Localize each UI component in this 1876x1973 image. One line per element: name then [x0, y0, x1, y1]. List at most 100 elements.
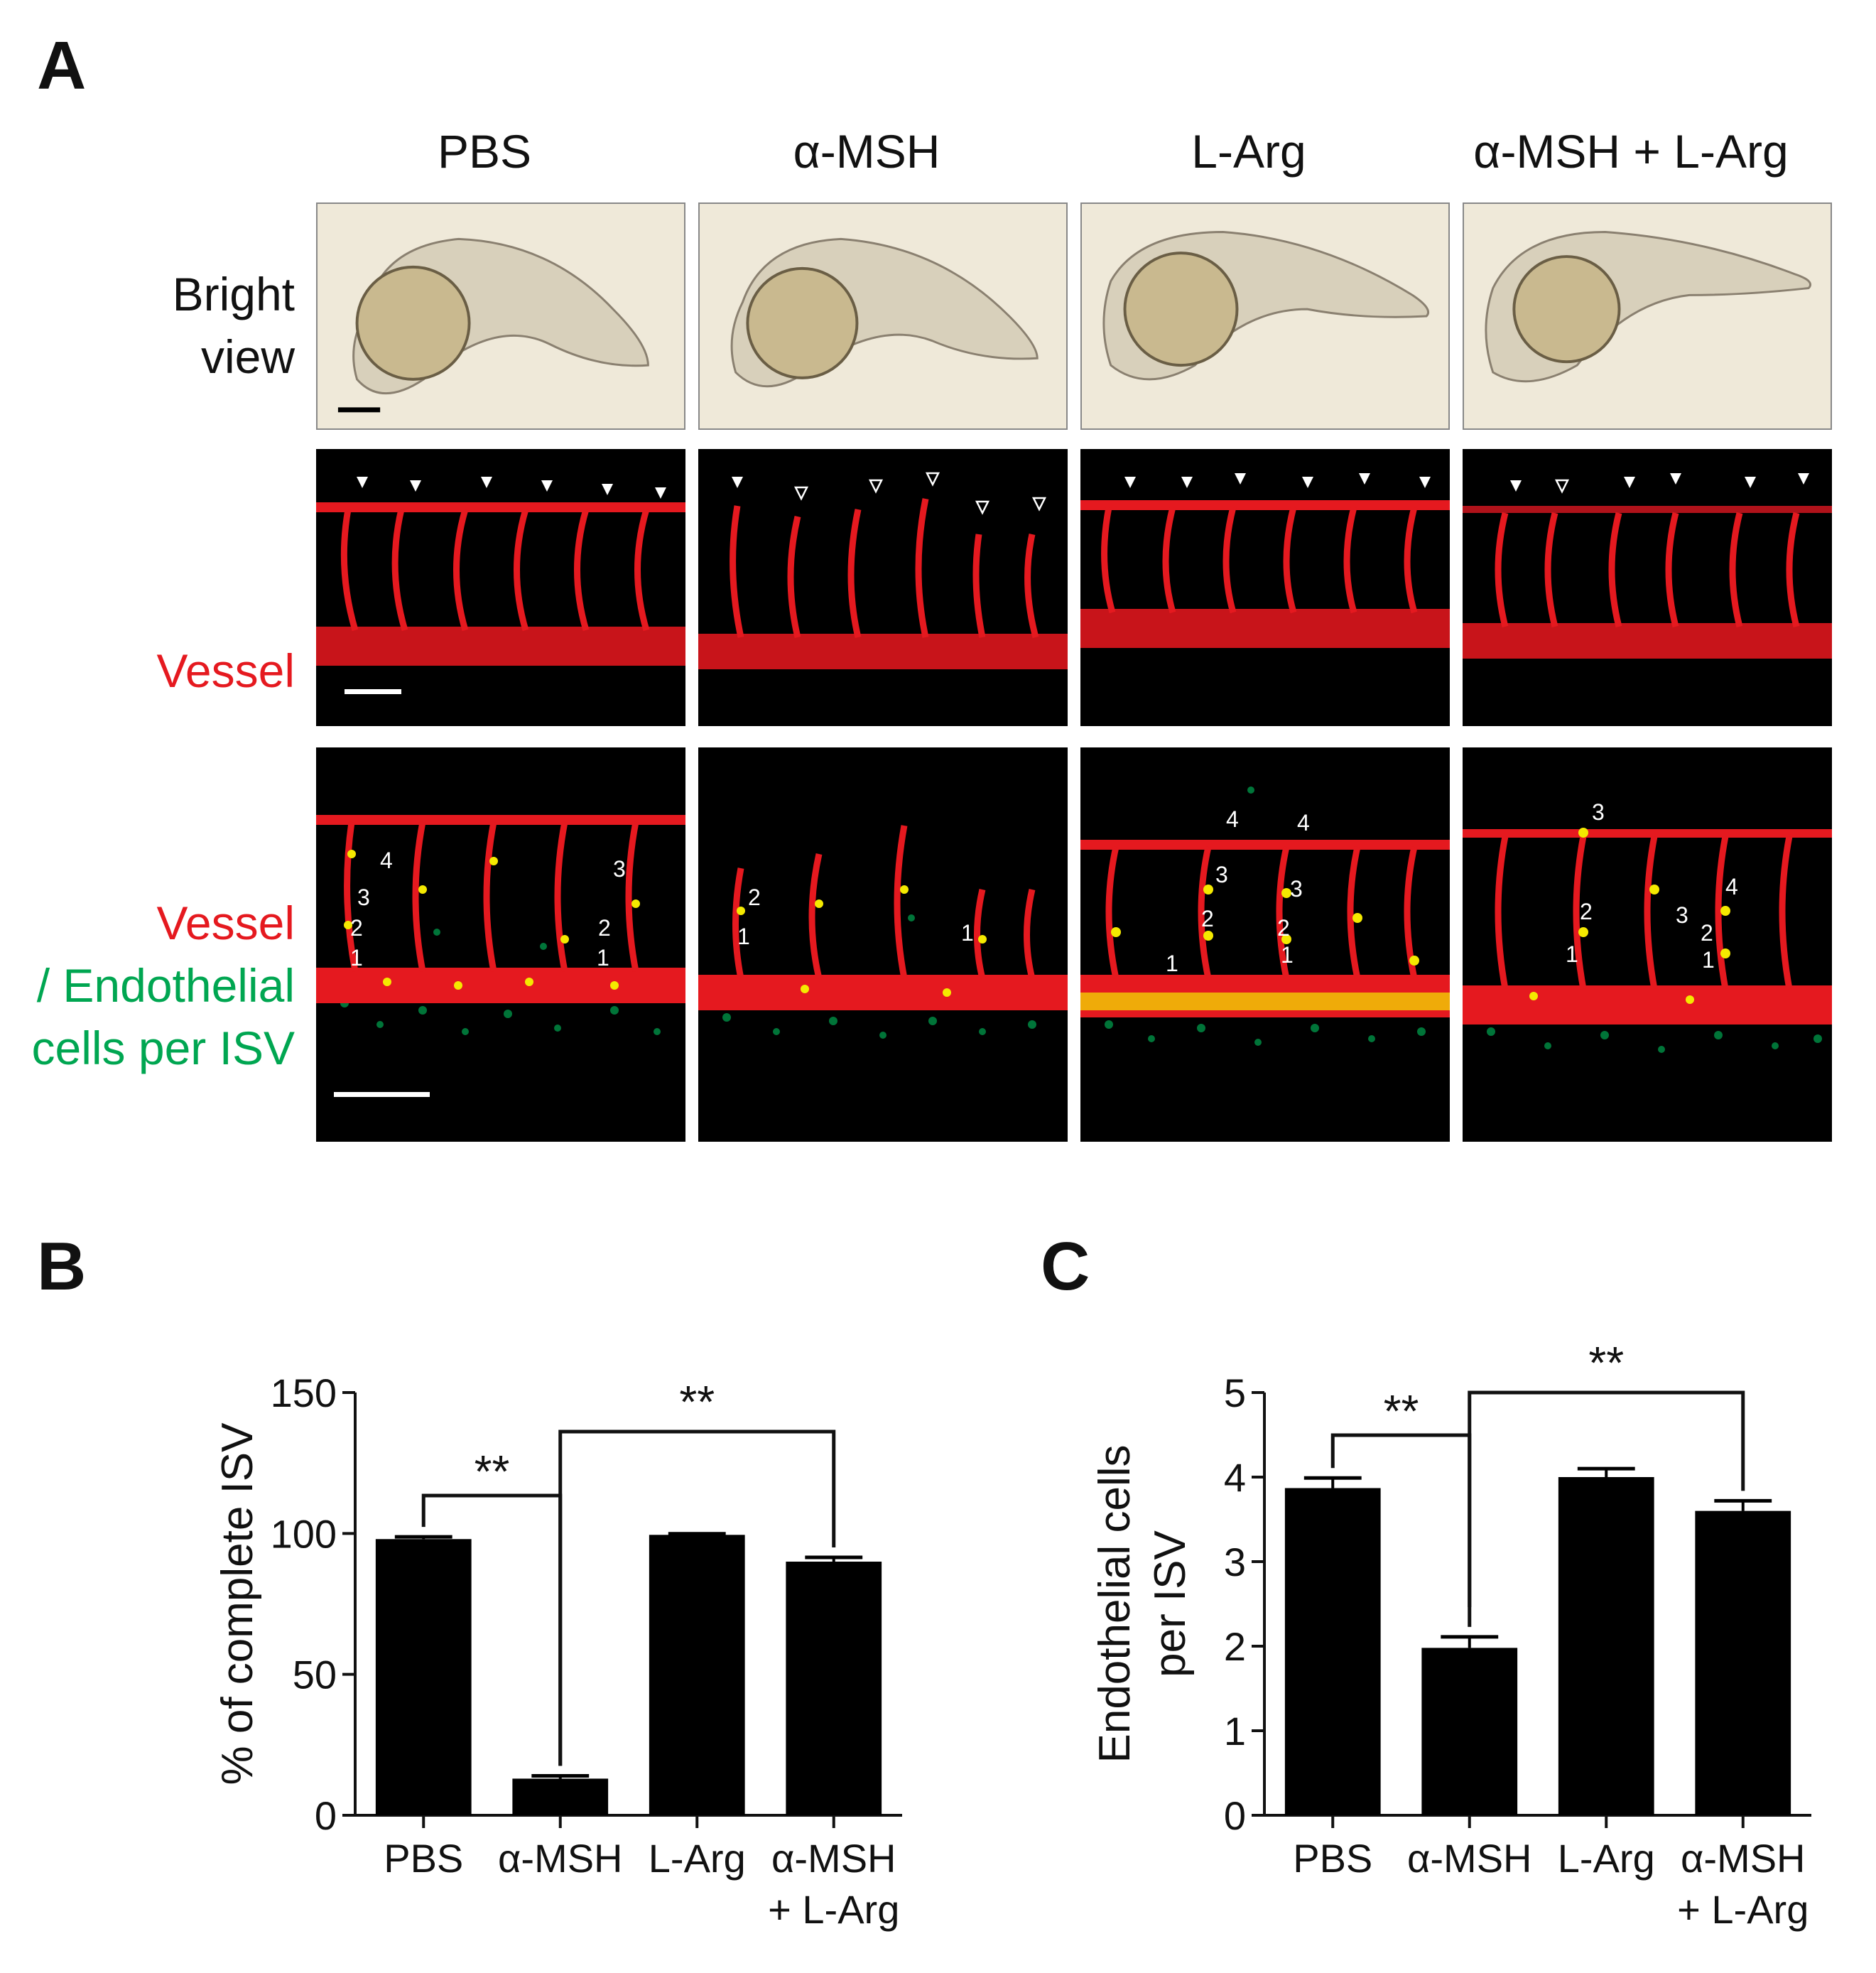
x-tick-label: PBS: [384, 1836, 463, 1881]
vessel-image-larg: [1080, 449, 1450, 726]
significance-bracket: [1468, 1390, 1745, 1607]
isv-cell-number: 2: [1580, 899, 1593, 924]
isv-cell-number: 2: [350, 915, 363, 941]
isv-cell-number: 3: [613, 856, 626, 882]
isv-cell-number: 1: [350, 945, 363, 971]
y-tick-label: 50: [293, 1653, 337, 1697]
y-axis-label: % of complete ISV: [213, 1422, 262, 1785]
column-header-amsh: α-MSH: [793, 125, 940, 178]
isv-cell-number: 4: [380, 848, 393, 873]
y-axis-label: Endothelial cells: [1090, 1444, 1139, 1763]
merge-network-amsh-larg: 3 1 2 4 3 2 1: [1463, 799, 1832, 1053]
isv-cell-number: 1: [737, 924, 750, 949]
bar: [649, 1535, 745, 1815]
isv-cell-number: 4: [1725, 874, 1738, 899]
row-label-merge-green-1: / Endothelial: [36, 959, 295, 1012]
y-tick-label: 3: [1224, 1540, 1246, 1584]
x-tick-label: + L-Arg: [1677, 1887, 1809, 1932]
bar: [1284, 1488, 1381, 1815]
y-tick-label: 5: [1224, 1371, 1246, 1415]
isv-cell-number: 1: [597, 945, 609, 971]
significance-label: **: [1384, 1385, 1419, 1437]
bar: [1695, 1510, 1791, 1815]
chart-c-svg: 0 1 2 3 4 5 Endothelial cells per ISV PBS α-MSH L-…: [1090, 1337, 1811, 1932]
y-tick-label: 0: [315, 1793, 337, 1838]
column-header-larg: L-Arg: [1191, 125, 1306, 178]
bar: [512, 1778, 609, 1815]
chart-panel-b: 0 50 100 150% of complete ISV PBS α-MSH L-Arg α…: [178, 1336, 923, 1961]
isv-cell-number: 3: [1290, 876, 1303, 902]
vessel-image-amsh-larg: [1463, 449, 1832, 726]
merge-image-amsh: 1 2 1: [698, 747, 1068, 1142]
bar: [375, 1539, 472, 1815]
isv-cell-number: 1: [1566, 941, 1578, 967]
isv-cell-number: 2: [1201, 906, 1214, 931]
y-tick-label: 2: [1224, 1624, 1246, 1669]
isv-cell-number: 1: [1166, 951, 1178, 976]
x-tick-label: α-MSH: [771, 1836, 896, 1881]
vessel-image-pbs: [316, 449, 685, 726]
merge-network-pbs: 1 2 3 4 1 2 3: [316, 815, 685, 1097]
x-tick-label: PBS: [1293, 1836, 1372, 1881]
isv-cell-number: 3: [1592, 799, 1605, 825]
isv-cell-number: 3: [1215, 862, 1228, 887]
row-label-bright-line2: view: [200, 330, 295, 383]
row-label-merge-green-2: cells per ISV: [31, 1022, 295, 1074]
isv-cell-number: 2: [1277, 915, 1290, 941]
isv-cell-number: 2: [1701, 920, 1713, 946]
panel-c-letter: C: [1041, 1228, 1090, 1304]
bright-view-image-amsh-larg: [1463, 202, 1832, 430]
y-tick-label: 4: [1224, 1455, 1246, 1500]
merge-network-larg: 1 2 3 4 4 3 2 1: [1080, 787, 1450, 1046]
vessel-network-pbs: [316, 477, 685, 694]
bright-view-image-amsh: [698, 202, 1068, 430]
embryo-bright-larg: [1102, 231, 1430, 381]
isv-cell-number: 1: [1281, 942, 1294, 968]
column-header-pbs: PBS: [437, 125, 532, 178]
isv-cell-number: 3: [357, 885, 370, 910]
significance-label: **: [1588, 1337, 1624, 1388]
isv-cell-number: 1: [961, 920, 974, 946]
merge-image-amsh-larg: 3 1 2 4 3 2 1: [1463, 747, 1832, 1142]
x-tick-label: L-Arg: [1558, 1836, 1655, 1881]
isv-cell-number: 2: [748, 885, 761, 910]
isv-cell-number: 1: [1702, 947, 1715, 973]
bright-view-image-pbs: [316, 202, 685, 430]
vessel-network-amsh: [698, 472, 1068, 669]
chart-b-svg: 0 50 100 150% of complete ISV PBS α-MSH L-Arg α…: [213, 1371, 902, 1932]
embryo-bright-pbs: [337, 237, 649, 413]
significance-label: **: [475, 1446, 510, 1497]
y-tick-label: 100: [271, 1511, 337, 1556]
row-label-bright: Bright view: [173, 263, 295, 388]
isv-cell-number: 3: [1676, 902, 1688, 928]
merge-image-larg: 1 2 3 4 4 3 2 1: [1080, 747, 1450, 1142]
chart-panel-c: 0 1 2 3 4 5 Endothelial cells per ISV PBS α-MSH L-…: [1087, 1336, 1833, 1961]
isv-cell-number: 4: [1226, 806, 1239, 832]
x-tick-label: L-Arg: [649, 1836, 746, 1881]
isv-cell-number: 4: [1297, 810, 1310, 836]
embryo-bright-amsh-larg: [1485, 231, 1812, 383]
vessel-network-larg: [1080, 473, 1450, 648]
y-tick-label: 1: [1224, 1709, 1246, 1753]
vessel-image-amsh: [698, 449, 1068, 726]
significance-bracket: [558, 1429, 836, 1766]
x-tick-label: α-MSH: [1681, 1836, 1805, 1881]
vessel-network-amsh-larg: [1463, 473, 1832, 659]
bar: [1421, 1648, 1518, 1815]
y-axis-label: per ISV: [1146, 1530, 1195, 1677]
bar: [1558, 1477, 1654, 1815]
embryo-bright-amsh: [730, 237, 1039, 388]
bar: [786, 1562, 882, 1815]
merge-image-pbs: 1 2 3 4 1 2 3: [316, 747, 685, 1142]
row-label-bright-line1: Bright: [172, 268, 295, 320]
bright-view-image-larg: [1080, 202, 1450, 430]
row-label-vessel: Vessel: [156, 644, 295, 697]
y-tick-label: 0: [1224, 1793, 1246, 1838]
panel-a-letter: A: [37, 28, 87, 104]
row-label-merge: Vessel / Endothelial cells per ISV: [32, 892, 295, 1079]
row-label-merge-red: Vessel: [156, 897, 295, 949]
isv-cell-number: 2: [598, 915, 611, 941]
x-tick-label: α-MSH: [498, 1836, 622, 1881]
merge-network-amsh: 1 2 1: [698, 825, 1068, 1039]
significance-label: **: [679, 1376, 715, 1427]
